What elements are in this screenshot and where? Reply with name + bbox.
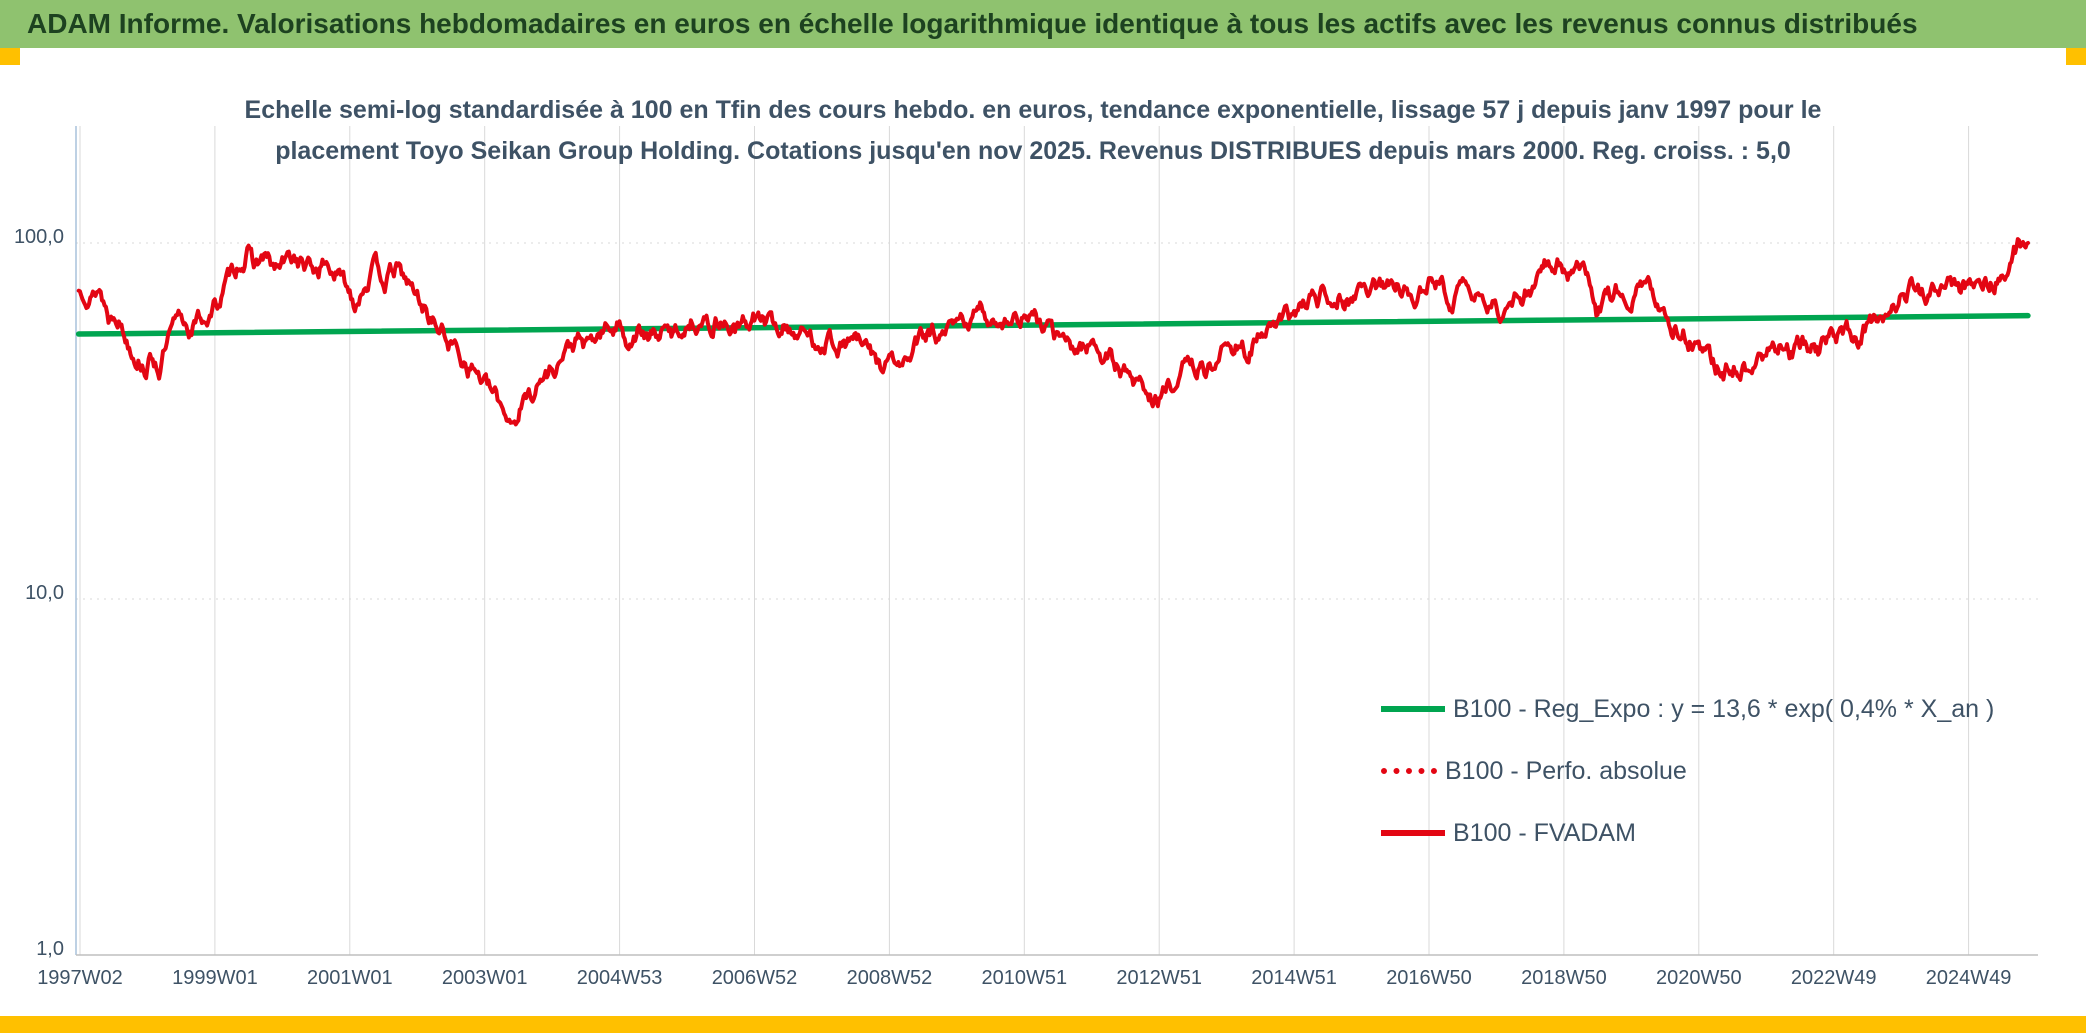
gold-accent-right xyxy=(2066,48,2086,65)
red-dotted-line-icon xyxy=(1381,768,1437,774)
gold-accent-bottom-bar xyxy=(0,1016,2086,1033)
chart-title: Echelle semi-log standardisée à 100 en T… xyxy=(0,90,2066,172)
legend-item-fvadam: B100 - FVADAM xyxy=(1381,802,1994,864)
legend-label: B100 - Perfo. absolue xyxy=(1445,756,1687,785)
header-bar: ADAM Informe. Valorisations hebdomadaire… xyxy=(0,0,2086,48)
green-line-icon xyxy=(1381,706,1445,712)
header-title: ADAM Informe. Valorisations hebdomadaire… xyxy=(27,8,1918,39)
legend: B100 - Reg_Expo : y = 13,6 * exp( 0,4% *… xyxy=(1381,678,1994,864)
legend-item-perfo-absolue: B100 - Perfo. absolue xyxy=(1381,740,1994,802)
gold-accent-left xyxy=(0,48,20,65)
red-line-icon xyxy=(1381,830,1445,836)
chart-title-line-2: placement Toyo Seikan Group Holding. Cot… xyxy=(275,137,1791,165)
chart-title-line-1: Echelle semi-log standardisée à 100 en T… xyxy=(244,96,1822,124)
legend-label: B100 - Reg_Expo : y = 13,6 * exp( 0,4% *… xyxy=(1453,694,1995,723)
legend-label: B100 - FVADAM xyxy=(1453,818,1636,847)
legend-item-reg-expo: B100 - Reg_Expo : y = 13,6 * exp( 0,4% *… xyxy=(1381,678,1994,740)
